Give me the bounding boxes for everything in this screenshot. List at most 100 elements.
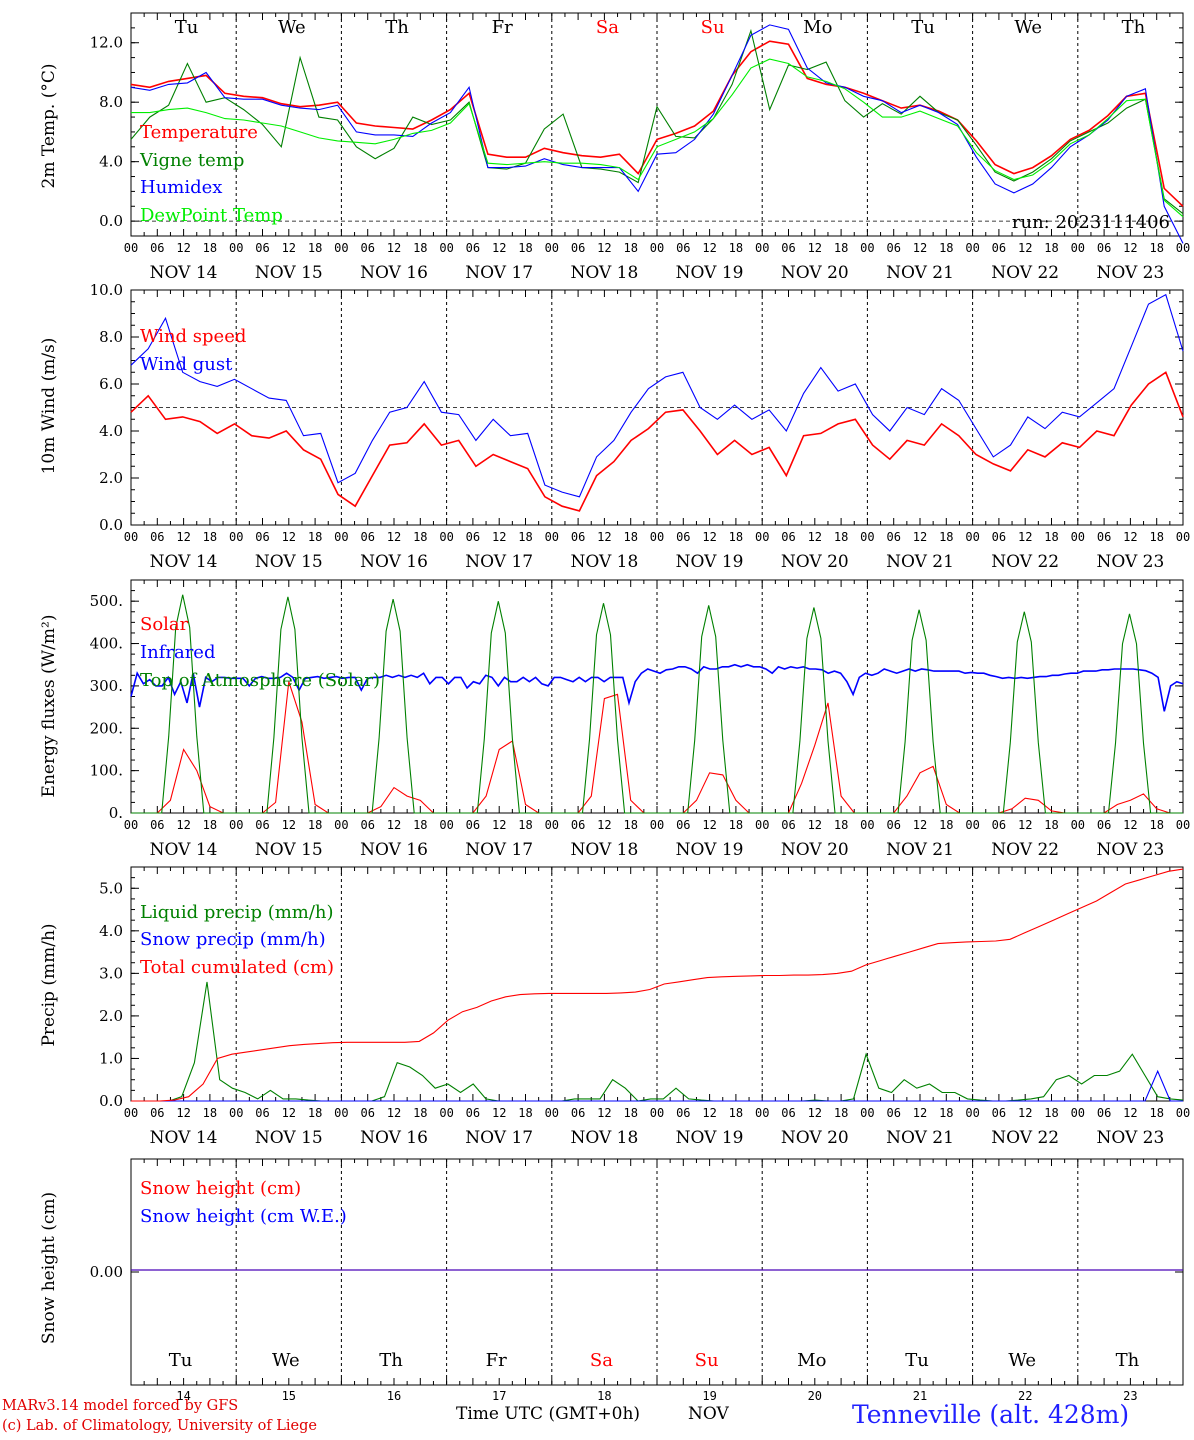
date-label: NOV 20 — [781, 840, 849, 860]
legend-entry: Wind gust — [140, 354, 233, 375]
y-tick-label: 3.0 — [99, 964, 123, 982]
hour-label: 12 — [808, 1106, 822, 1120]
weekday-label: Th — [1116, 1350, 1140, 1371]
hour-label: 06 — [255, 530, 269, 544]
panel-4: 0.0 1.0 2.0 3.0 4.0 5.0 Precip (mm/h) Liquid pr… — [39, 866, 1190, 1148]
hour-label: 12 — [913, 818, 927, 832]
hour-label: 12 — [1123, 530, 1137, 544]
hour-label: 12 — [597, 241, 611, 255]
date-label: NOV 22 — [991, 1128, 1059, 1148]
hour-label: 00 — [229, 241, 243, 255]
hour-label: 12 — [282, 241, 296, 255]
weekday-label: Tu — [905, 1350, 929, 1371]
weekday-label: We — [272, 1350, 300, 1371]
hour-label: 06 — [571, 1106, 585, 1120]
hour-label: 00 — [124, 241, 138, 255]
hour-label: 06 — [255, 1106, 269, 1120]
date-label: NOV 19 — [676, 840, 744, 860]
y-tick-label: 0.0 — [99, 1092, 123, 1110]
hour-label: 18 — [1149, 241, 1163, 255]
weekday-label: Th — [379, 1350, 403, 1371]
weekday-label: Su — [695, 1350, 719, 1371]
hour-label: 18 — [518, 530, 532, 544]
hour-label: 18 — [729, 1106, 743, 1120]
hour-label: 12 — [387, 818, 401, 832]
y-tick-label: 0.0 — [99, 516, 123, 534]
hour-label: 00 — [650, 530, 664, 544]
y-axis-label: 10m Wind (m/s) — [39, 338, 59, 475]
day-number: 20 — [808, 1389, 822, 1403]
date-label: NOV 16 — [360, 840, 428, 860]
hour-label: 18 — [1149, 530, 1163, 544]
hour-label: 00 — [545, 818, 559, 832]
day-number: 17 — [492, 1389, 506, 1403]
day-number: 16 — [387, 1389, 401, 1403]
hour-label: 06 — [992, 818, 1006, 832]
hour-label: 06 — [255, 818, 269, 832]
y-tick-label: 8.0 — [99, 328, 123, 346]
hour-label: 18 — [623, 818, 637, 832]
hour-label: 12 — [702, 241, 716, 255]
y-tick-label: 4.0 — [99, 922, 123, 940]
hour-label: 06 — [781, 530, 795, 544]
y-tick-label: 4.0 — [99, 422, 123, 440]
hour-label: 18 — [939, 818, 953, 832]
hour-label: 06 — [466, 818, 480, 832]
hour-label: 00 — [860, 241, 874, 255]
legend-entry: DewPoint Temp — [140, 205, 283, 226]
y-tick-label: 200. — [90, 719, 123, 737]
series-line — [130, 663, 1184, 712]
y-tick-label: 0.0 — [99, 212, 123, 230]
hour-label: 18 — [1044, 530, 1058, 544]
hour-label: 18 — [1149, 1106, 1163, 1120]
day-number: 15 — [282, 1389, 296, 1403]
weekday-label: Mo — [797, 1350, 826, 1371]
hour-label: 00 — [1176, 1106, 1190, 1120]
day-number: 21 — [913, 1389, 927, 1403]
hour-label: 00 — [860, 818, 874, 832]
y-axis-label: Energy fluxes (W/m²) — [39, 615, 59, 798]
hour-label: 06 — [150, 241, 164, 255]
hour-label: 00 — [860, 1106, 874, 1120]
date-label: NOV 18 — [570, 840, 638, 860]
panel-3: 0. 100. 200. 300. 400. 500. Energy fluxes (W/m… — [39, 579, 1190, 860]
date-label: NOV 23 — [1096, 840, 1164, 860]
hour-label: 12 — [492, 1106, 506, 1120]
y-tick-label: 6.0 — [99, 375, 123, 393]
weekday-label: Su — [701, 17, 725, 38]
hour-label: 06 — [676, 530, 690, 544]
hour-label: 12 — [176, 818, 190, 832]
hour-label: 18 — [623, 1106, 637, 1120]
date-label: NOV 16 — [360, 263, 428, 283]
hour-label: 12 — [597, 530, 611, 544]
y-tick-label: 0. — [109, 804, 123, 822]
hour-label: 18 — [834, 818, 848, 832]
hour-label: 12 — [1123, 241, 1137, 255]
series-line — [131, 1069, 1183, 1102]
panel-5: 0.00 Snow height (cm) Snow height (cm) Snow… — [39, 1158, 1184, 1386]
y-tick-label: 2.0 — [99, 469, 123, 487]
hour-label: 00 — [124, 818, 138, 832]
hour-label: 12 — [808, 818, 822, 832]
weekday-label: We — [1014, 17, 1042, 38]
weekday-label: Tu — [175, 17, 199, 38]
y-tick-label: 300. — [90, 677, 123, 695]
hour-label: 06 — [886, 818, 900, 832]
date-label: NOV 22 — [991, 840, 1059, 860]
legend-entry: Top of Atmosphere (Solar) — [140, 670, 380, 691]
series-line — [130, 293, 1184, 498]
series-line — [131, 868, 1184, 1102]
hour-label: 06 — [150, 530, 164, 544]
hour-label: 12 — [1123, 1106, 1137, 1120]
legend-entry: Total cumulated (cm) — [140, 957, 334, 978]
hour-label: 12 — [1123, 818, 1137, 832]
hour-label: 00 — [545, 1106, 559, 1120]
hour-label: 06 — [992, 241, 1006, 255]
hour-label: 12 — [808, 241, 822, 255]
hour-label: 18 — [518, 818, 532, 832]
hour-label: 06 — [781, 818, 795, 832]
date-label: NOV 15 — [255, 552, 323, 572]
weekday-label: Fr — [486, 1350, 507, 1371]
legend-entry: Wind speed — [140, 326, 246, 347]
